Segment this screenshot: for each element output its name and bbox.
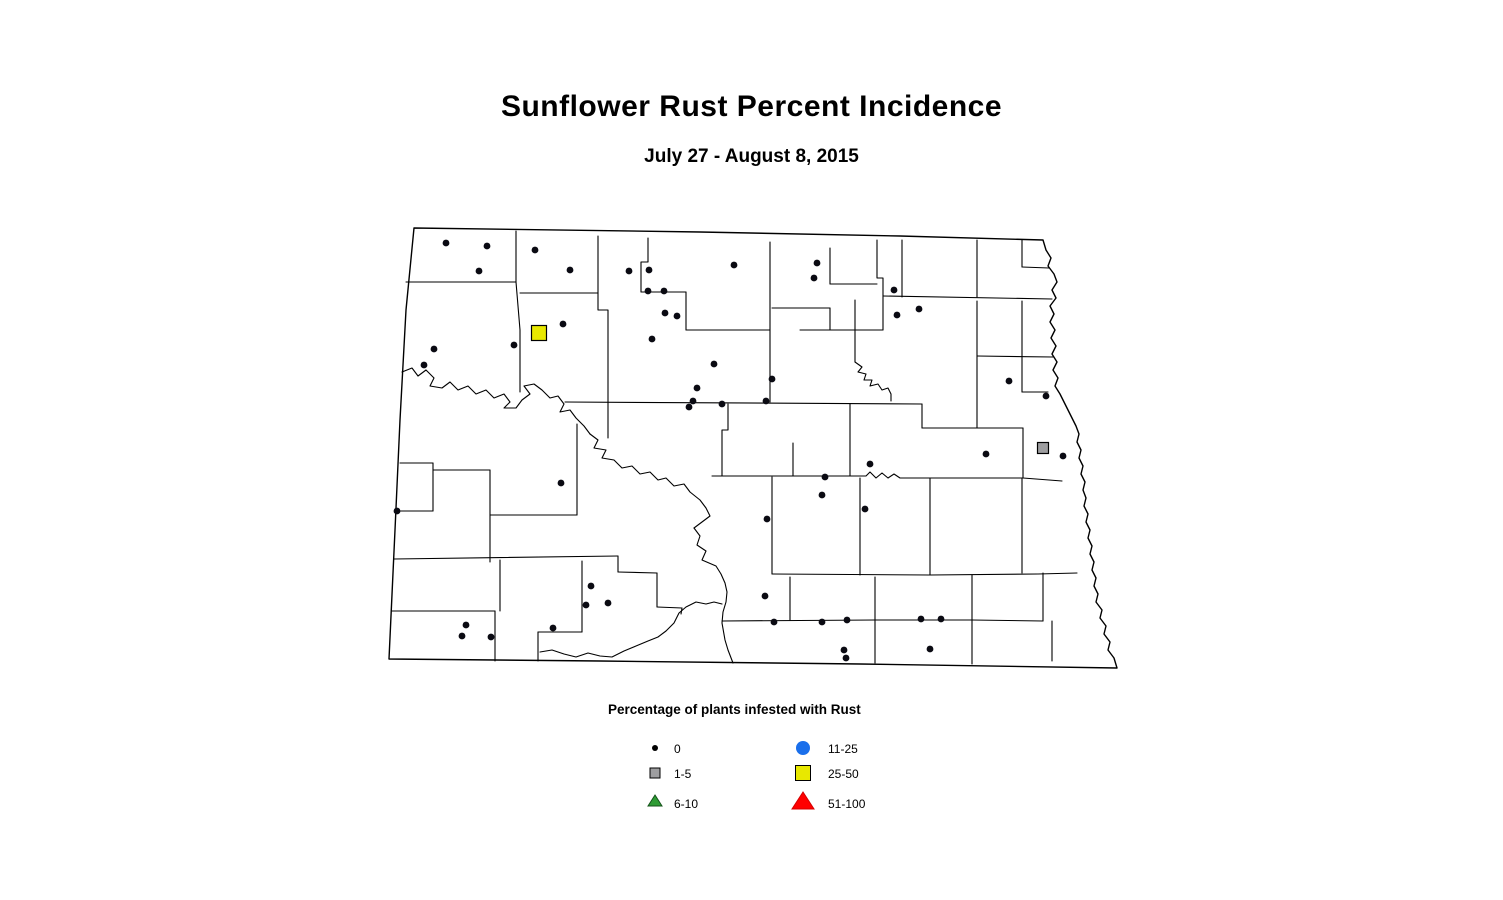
page-title: Sunflower Rust Percent Incidence [500, 90, 1003, 123]
state-outline [388, 227, 1118, 669]
map-point-zero [915, 305, 923, 313]
map-point-zero [475, 267, 483, 275]
legend-label: 1-5 [674, 767, 692, 781]
map-point-zero [818, 491, 826, 499]
map-point-zero [926, 645, 934, 653]
map-point-zero [462, 621, 470, 629]
legend-label: 51-100 [828, 797, 866, 811]
map-point-zero [549, 624, 557, 632]
map-point-1-5 [1036, 441, 1050, 455]
map-point-zero [487, 633, 495, 641]
legend-marker-1-5-icon [649, 767, 661, 779]
map-point-zero [861, 505, 869, 513]
map-point-zero [821, 473, 829, 481]
map-point-zero [483, 242, 491, 250]
map-point-zero [673, 312, 681, 320]
map-point-zero [917, 615, 925, 623]
river-boundaries [401, 367, 734, 664]
map-point-zero [1005, 377, 1013, 385]
map-point-zero [566, 266, 574, 274]
map-point-zero [770, 618, 778, 626]
map-point-zero [842, 654, 850, 662]
map-point-zero [644, 287, 652, 295]
map-point-zero [1042, 392, 1050, 400]
legend-label: 0 [674, 742, 681, 756]
map-point-zero [937, 615, 945, 623]
legend-label: 11-25 [828, 742, 858, 756]
map-point-zero [810, 274, 818, 282]
map-point-zero [866, 460, 874, 468]
legend-marker-6-10-icon [647, 794, 663, 812]
map-point-zero [818, 618, 826, 626]
map-point-zero [458, 632, 466, 640]
map-point-zero [689, 397, 697, 405]
map-point-zero [893, 311, 901, 319]
map-point-zero [625, 267, 633, 275]
map-point-zero [645, 266, 653, 274]
legend-marker-0-icon [652, 745, 658, 751]
map-point-zero [648, 335, 656, 343]
map-point-zero [661, 309, 669, 317]
legend: Percentage of plants infested with Rust … [598, 698, 928, 828]
map-point-zero [710, 360, 718, 368]
county-boundaries [390, 230, 1078, 665]
legend-marker-11-25-icon [796, 741, 810, 755]
map-point-zero [762, 397, 770, 405]
map-point-zero [604, 599, 612, 607]
legend-marker-25-50-icon [795, 765, 811, 781]
map-point-zero [442, 239, 450, 247]
map-points-layer [393, 239, 1067, 662]
legend-title: Percentage of plants infested with Rust [608, 702, 861, 717]
map-point-zero [718, 400, 726, 408]
map-point-zero [890, 286, 898, 294]
map-point-zero [685, 403, 693, 411]
map-point-zero [430, 345, 438, 353]
map-point-zero [730, 261, 738, 269]
map-point-zero [843, 616, 851, 624]
map-point-zero [813, 259, 821, 267]
page-subtitle: July 27 - August 8, 2015 [644, 146, 859, 167]
map-point-zero [982, 450, 990, 458]
map-point-zero [660, 287, 668, 295]
map-point-zero [840, 646, 848, 654]
map-point-zero [393, 507, 401, 515]
map-point-zero [587, 582, 595, 590]
map-point-zero [420, 361, 428, 369]
map-point-zero [557, 479, 565, 487]
map-point-zero [763, 515, 771, 523]
devils-lake-boundary [854, 361, 892, 402]
map-point-zero [531, 246, 539, 254]
map-point-zero [582, 601, 590, 609]
legend-marker-51-100-icon [791, 791, 815, 815]
map-point-zero [559, 320, 567, 328]
map-point-zero [761, 592, 769, 600]
map-point-zero [768, 375, 776, 383]
map-point-zero [693, 384, 701, 392]
map-point-zero [1059, 452, 1067, 460]
legend-label: 25-50 [828, 767, 859, 781]
legend-label: 6-10 [674, 797, 699, 811]
map-point-25-50 [530, 324, 548, 342]
map-point-zero [510, 341, 518, 349]
